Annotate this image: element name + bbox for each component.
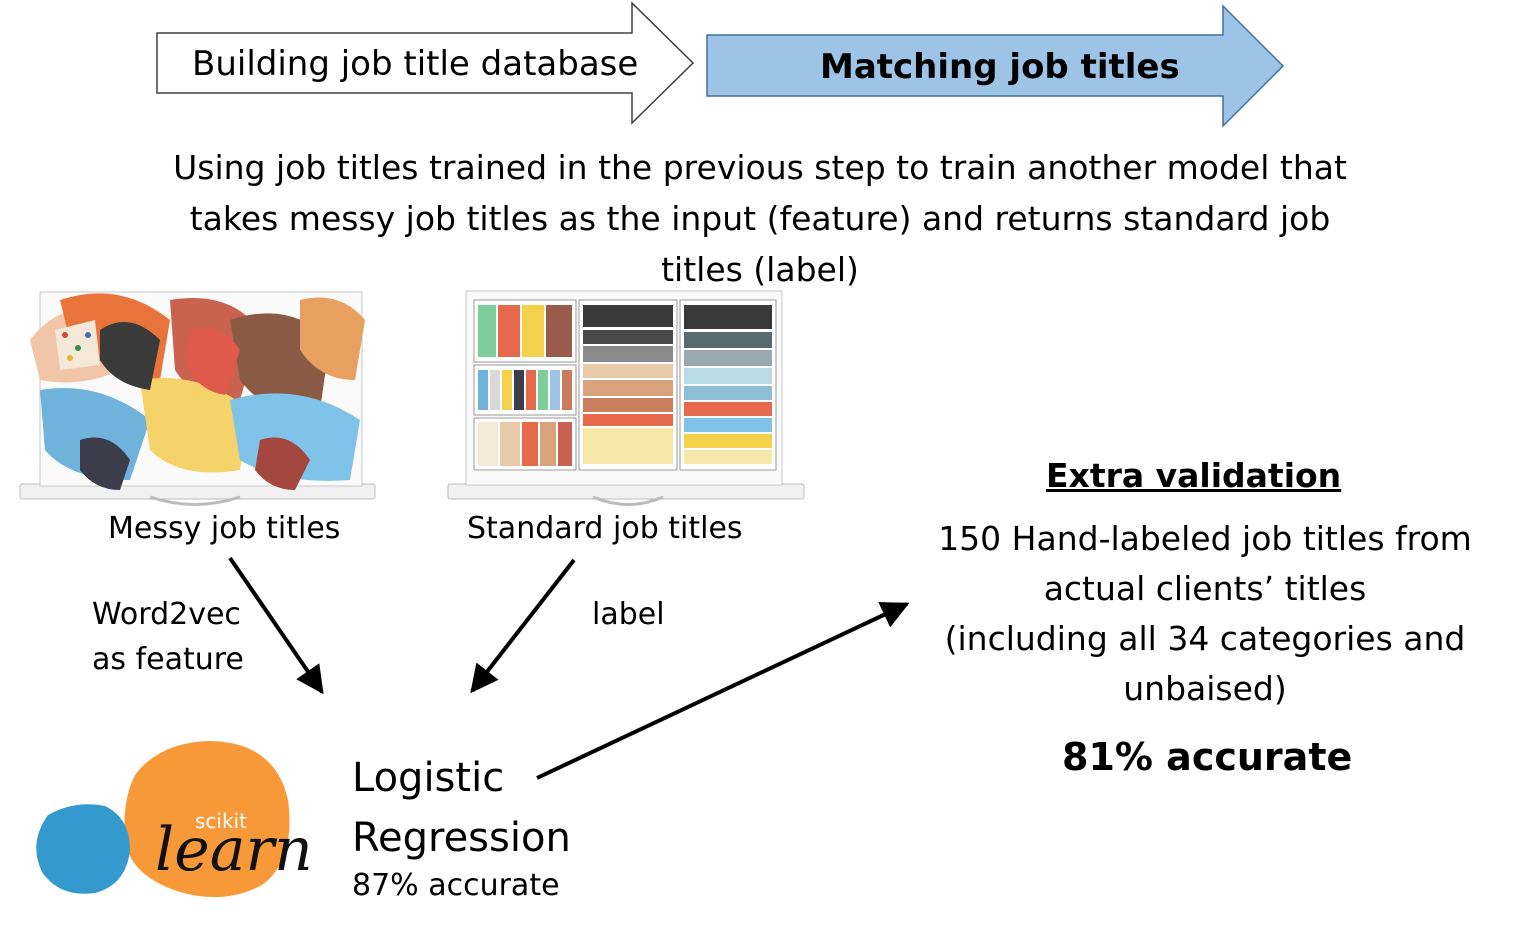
step-building-label: Building job title database <box>192 44 639 84</box>
step-arrow-matching <box>706 4 1285 128</box>
validation-line: actual clients’ titles <box>1043 569 1367 608</box>
validation-title: Extra validation <box>1046 456 1342 495</box>
validation-line: 150 Hand-labeled job titles from <box>938 519 1472 558</box>
model-accuracy: 87% accurate <box>352 868 560 903</box>
feature-arrow <box>228 556 324 695</box>
standard-caption: Standard job titles <box>467 511 743 546</box>
organized-drawer-image <box>447 290 805 506</box>
step-arrow-building <box>156 1 695 125</box>
validation-accuracy: 81% accurate <box>1062 735 1353 779</box>
description-line: titles (label) <box>661 250 859 289</box>
label-arrow <box>470 558 576 694</box>
feature-edge-line: as feature <box>92 642 244 677</box>
feature-edge-line: Word2vec <box>92 597 241 632</box>
scikit-learn-logo: scikit learn <box>36 741 313 898</box>
logo-scikit-text: scikit <box>195 809 247 833</box>
messy-caption: Messy job titles <box>108 511 341 546</box>
description: Using job titles trained in the previous… <box>130 142 1390 295</box>
model-name: Logistic Regression <box>352 748 571 868</box>
logo-learn-text: learn <box>155 815 313 885</box>
validation-line: unbaised) <box>1123 669 1287 708</box>
validation-line: (including all 34 categories and <box>944 619 1466 658</box>
messy-drawer-image <box>19 291 376 506</box>
description-line: takes messy job titles as the input (fea… <box>189 199 1331 238</box>
validation-arrow <box>536 602 910 780</box>
step-matching-label: Matching job titles <box>820 47 1180 87</box>
description-line: Using job titles trained in the previous… <box>173 148 1347 187</box>
model-name-line: Regression <box>352 815 571 861</box>
model-name-line: Logistic <box>352 755 505 801</box>
validation-description: 150 Hand-labeled job titles from actual … <box>905 514 1505 714</box>
feature-edge-label: Word2vec as feature <box>92 592 244 682</box>
label-edge-label: label <box>592 597 665 632</box>
